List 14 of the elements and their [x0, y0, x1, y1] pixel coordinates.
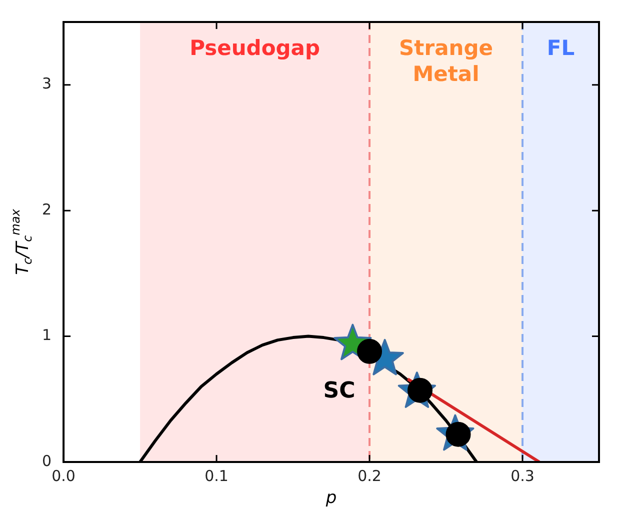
x-tick-label: 0.1 — [204, 466, 228, 485]
band-label: FL — [546, 36, 575, 60]
x-axis-title: p — [324, 488, 337, 508]
y-tick-label: 1 — [42, 326, 52, 344]
annotation: SC — [323, 378, 356, 404]
x-tick-label: 0.3 — [510, 466, 534, 485]
band-label: Strange Metal — [399, 36, 493, 86]
x-tick-label: 0.0 — [52, 466, 76, 485]
y-axis-title: Tc/Tcmax — [8, 208, 35, 275]
x-tick-label: 0.2 — [358, 466, 382, 485]
y-tick-label: 0 — [42, 452, 52, 470]
band-label: Pseudogap — [190, 36, 320, 60]
y-tick-label: 2 — [42, 200, 52, 218]
y-tick-label: 3 — [42, 74, 52, 93]
